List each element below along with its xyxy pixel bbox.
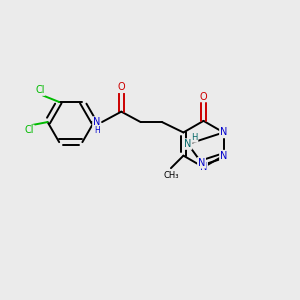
Text: N: N (200, 162, 207, 172)
Text: N: N (93, 117, 100, 127)
Text: N: N (184, 139, 192, 149)
Text: N: N (220, 151, 227, 160)
Text: Cl: Cl (24, 125, 34, 135)
Text: N: N (220, 128, 227, 137)
Text: H: H (94, 126, 100, 135)
Text: N: N (198, 158, 205, 168)
Text: H: H (191, 133, 198, 142)
Text: Cl: Cl (35, 85, 45, 95)
Text: O: O (200, 92, 207, 101)
Text: O: O (118, 82, 125, 92)
Text: CH₃: CH₃ (163, 171, 179, 180)
